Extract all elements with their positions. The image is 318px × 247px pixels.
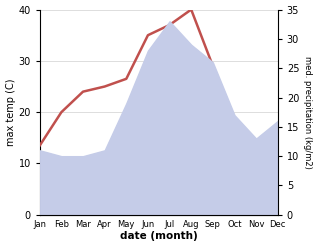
Y-axis label: med. precipitation (kg/m2): med. precipitation (kg/m2) [303,56,313,169]
X-axis label: date (month): date (month) [120,231,197,242]
Y-axis label: max temp (C): max temp (C) [5,79,16,146]
